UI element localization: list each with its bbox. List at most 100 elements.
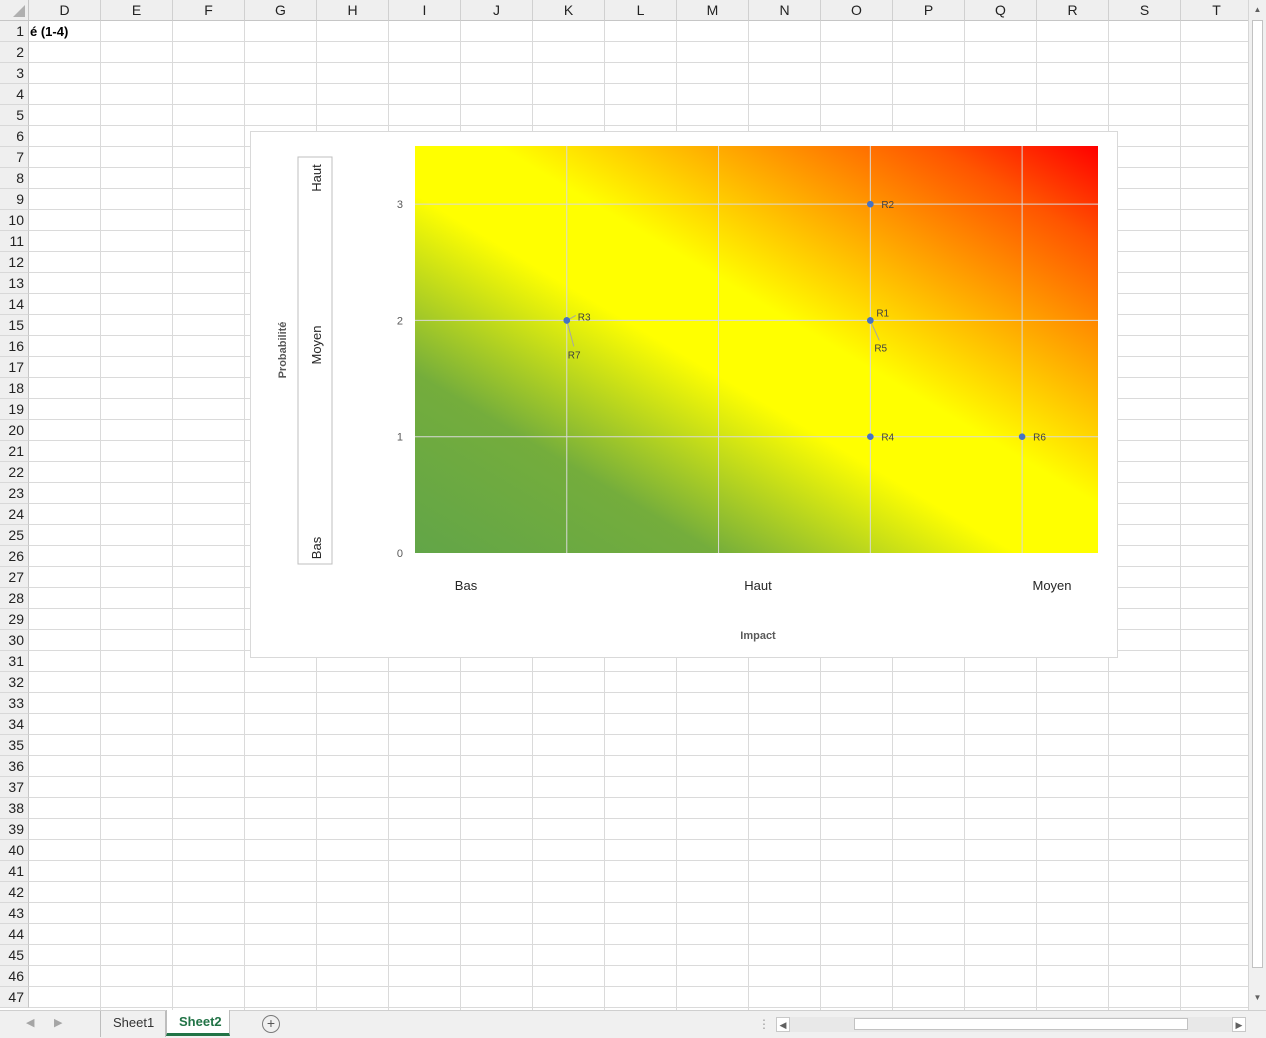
column-header-g[interactable]: G: [245, 0, 317, 21]
cell-d1[interactable]: é (1-4): [30, 24, 69, 39]
row-header-34[interactable]: 34: [0, 714, 29, 735]
row-header-30[interactable]: 30: [0, 630, 29, 651]
tab-scroll-left-icon[interactable]: ◀: [26, 1017, 35, 1029]
y-tick-label: 2: [397, 315, 403, 327]
gridline-horizontal: [29, 62, 1248, 63]
column-header-j[interactable]: J: [461, 0, 533, 21]
row-header-27[interactable]: 27: [0, 567, 29, 588]
row-header-26[interactable]: 26: [0, 546, 29, 567]
horizontal-scrollbar[interactable]: ◀ ▶: [776, 1017, 1246, 1032]
row-header-38[interactable]: 38: [0, 798, 29, 819]
row-header-24[interactable]: 24: [0, 504, 29, 525]
add-sheet-icon[interactable]: +: [262, 1015, 280, 1033]
select-all-corner[interactable]: [0, 0, 29, 21]
row-header-11[interactable]: 11: [0, 231, 29, 252]
row-header-6[interactable]: 6: [0, 126, 29, 147]
row-header-10[interactable]: 10: [0, 210, 29, 231]
column-header-r[interactable]: R: [1037, 0, 1109, 21]
row-header-13[interactable]: 13: [0, 273, 29, 294]
column-header-l[interactable]: L: [605, 0, 677, 21]
row-header-46[interactable]: 46: [0, 966, 29, 987]
row-header-9[interactable]: 9: [0, 189, 29, 210]
column-header-s[interactable]: S: [1109, 0, 1181, 21]
column-header-q[interactable]: Q: [965, 0, 1037, 21]
row-header-14[interactable]: 14: [0, 294, 29, 315]
row-header-18[interactable]: 18: [0, 378, 29, 399]
gridline-horizontal: [29, 692, 1248, 693]
column-header-o[interactable]: O: [821, 0, 893, 21]
tab-scroll-right-icon[interactable]: ▶: [54, 1017, 63, 1029]
y-tick-label: 3: [397, 199, 403, 211]
gridline-horizontal: [29, 839, 1248, 840]
row-header-3[interactable]: 3: [0, 63, 29, 84]
row-header-36[interactable]: 36: [0, 756, 29, 777]
gridline-horizontal: [29, 860, 1248, 861]
gridline-horizontal: [29, 965, 1248, 966]
x-category-label-bas: Bas: [455, 578, 478, 593]
vertical-scroll-thumb[interactable]: [1252, 20, 1263, 968]
row-header-39[interactable]: 39: [0, 819, 29, 840]
row-header-40[interactable]: 40: [0, 840, 29, 861]
row-header-31[interactable]: 31: [0, 651, 29, 672]
row-header-37[interactable]: 37: [0, 777, 29, 798]
row-header-21[interactable]: 21: [0, 441, 29, 462]
scroll-down-icon[interactable]: ▼: [1253, 993, 1262, 1002]
row-header-8[interactable]: 8: [0, 168, 29, 189]
column-header-h[interactable]: H: [317, 0, 389, 21]
row-header-28[interactable]: 28: [0, 588, 29, 609]
row-header-1[interactable]: 1: [0, 21, 29, 42]
row-header-43[interactable]: 43: [0, 903, 29, 924]
column-header-m[interactable]: M: [677, 0, 749, 21]
horizontal-scroll-thumb[interactable]: [854, 1018, 1188, 1030]
row-header-16[interactable]: 16: [0, 336, 29, 357]
column-header-n[interactable]: N: [749, 0, 821, 21]
row-header-47[interactable]: 47: [0, 987, 29, 1008]
column-header-p[interactable]: P: [893, 0, 965, 21]
split-handle-icon[interactable]: ⋮: [758, 1017, 770, 1031]
row-header-7[interactable]: 7: [0, 147, 29, 168]
column-header-k[interactable]: K: [533, 0, 605, 21]
gridline-horizontal: [29, 671, 1248, 672]
row-header-4[interactable]: 4: [0, 84, 29, 105]
y-category-labels: Haut Moyen Bas: [309, 164, 324, 559]
row-header-33[interactable]: 33: [0, 693, 29, 714]
column-header-d[interactable]: D: [29, 0, 101, 21]
scroll-right-icon[interactable]: ▶: [1232, 1017, 1246, 1032]
gridline-horizontal: [29, 755, 1248, 756]
scroll-left-icon[interactable]: ◀: [776, 1017, 790, 1032]
row-header-12[interactable]: 12: [0, 252, 29, 273]
row-header-15[interactable]: 15: [0, 315, 29, 336]
row-header-25[interactable]: 25: [0, 525, 29, 546]
tab-sheet2[interactable]: Sheet2: [166, 1010, 230, 1036]
column-header-e[interactable]: E: [101, 0, 173, 21]
gridline-horizontal: [29, 797, 1248, 798]
row-header-19[interactable]: 19: [0, 399, 29, 420]
leader-line-r5: [869, 320, 880, 341]
column-header-f[interactable]: F: [173, 0, 245, 21]
row-header-41[interactable]: 41: [0, 861, 29, 882]
row-header-42[interactable]: 42: [0, 882, 29, 903]
row-header-44[interactable]: 44: [0, 924, 29, 945]
row-header-45[interactable]: 45: [0, 945, 29, 966]
row-header-29[interactable]: 29: [0, 609, 29, 630]
row-header-23[interactable]: 23: [0, 483, 29, 504]
row-header-20[interactable]: 20: [0, 420, 29, 441]
y-category-label-haut: Haut: [309, 164, 324, 192]
column-header-t[interactable]: T: [1181, 0, 1248, 21]
gridline-horizontal: [29, 881, 1248, 882]
vertical-scrollbar[interactable]: ▲ ▼: [1248, 0, 1266, 1010]
row-header-5[interactable]: 5: [0, 105, 29, 126]
row-header-32[interactable]: 32: [0, 672, 29, 693]
chart-gridlines: [415, 146, 1098, 553]
row-header-17[interactable]: 17: [0, 357, 29, 378]
y-tick-label: 0: [397, 548, 403, 560]
row-header-2[interactable]: 2: [0, 42, 29, 63]
row-header-35[interactable]: 35: [0, 735, 29, 756]
y-tick-labels: 0 1 2 3: [397, 199, 403, 560]
tab-sheet1[interactable]: Sheet1: [100, 1011, 166, 1037]
column-header-i[interactable]: I: [389, 0, 461, 21]
row-header-22[interactable]: 22: [0, 462, 29, 483]
scroll-up-icon[interactable]: ▲: [1253, 5, 1262, 14]
